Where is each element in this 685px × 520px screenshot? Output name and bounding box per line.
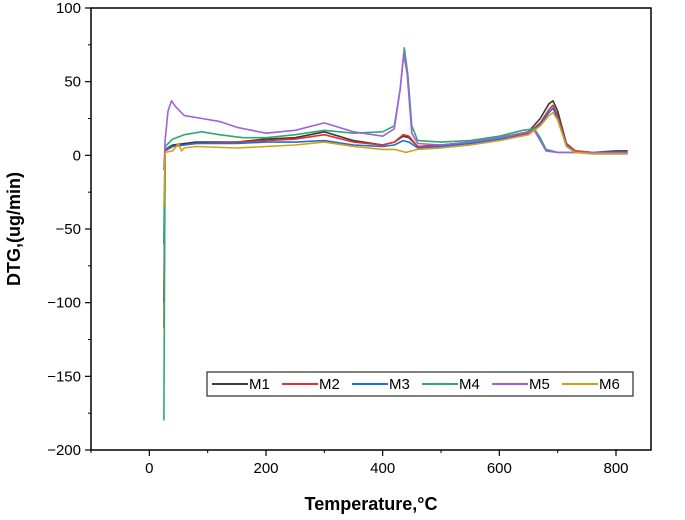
x-tick-label: 400: [370, 460, 395, 477]
legend-label-m4: M4: [459, 376, 480, 393]
x-tick-label: 800: [603, 460, 628, 477]
series-layer: [163, 47, 628, 421]
series-line-m5: [163, 52, 628, 171]
y-axis-title: DTG,(ug/min): [4, 172, 24, 286]
x-tick-label: 200: [253, 460, 278, 477]
y-tick-label: 100: [56, 0, 81, 17]
series-line-m6: [163, 111, 628, 207]
series-line-m4: [163, 47, 628, 421]
x-axis: 0 200 400 600 800: [90, 450, 629, 477]
legend-label-m1: M1: [249, 376, 270, 393]
legend-label-m5: M5: [529, 376, 550, 393]
y-tick-label: 50: [64, 74, 81, 91]
legend-label-m3: M3: [389, 376, 410, 393]
legend-label-m6: M6: [599, 376, 620, 393]
x-axis-title: Temperature,°C: [305, 494, 438, 514]
series-line-m1: [163, 100, 628, 303]
series-line-m3: [163, 107, 628, 244]
series-line-m2: [163, 104, 628, 328]
y-tick-label: −200: [47, 442, 81, 459]
y-tick-label: −50: [56, 221, 81, 238]
x-tick-label: 0: [145, 460, 153, 477]
legend-label-m2: M2: [319, 376, 340, 393]
y-tick-label: −150: [47, 368, 81, 385]
x-tick-label: 600: [487, 460, 512, 477]
y-tick-label: 0: [73, 147, 81, 164]
legend: M1 M2 M3 M4 M5 M6: [206, 371, 634, 397]
y-axis: −200 −150 −100 −50 0 50 100: [47, 0, 91, 459]
y-tick-label: −100: [47, 295, 81, 312]
